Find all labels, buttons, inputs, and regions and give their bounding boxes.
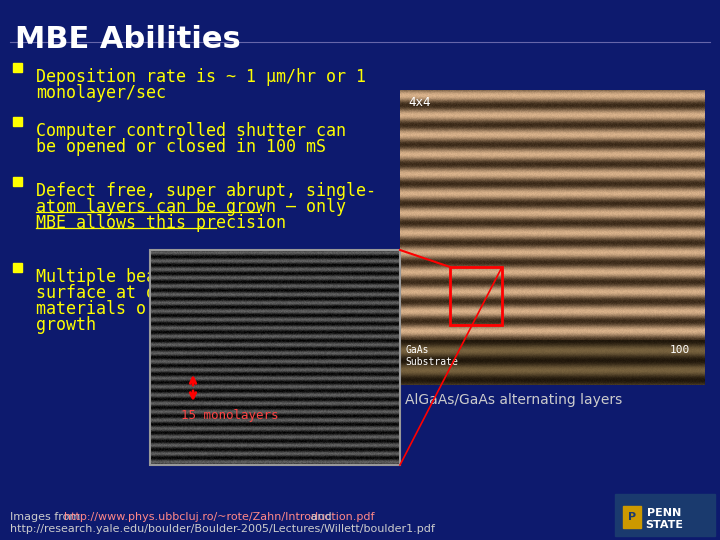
- Bar: [13, 117, 22, 126]
- Bar: [450, 267, 502, 325]
- Text: atom layers can be grown – only: atom layers can be grown – only: [36, 198, 346, 216]
- Text: P: P: [628, 512, 636, 522]
- Text: Images from: Images from: [10, 512, 84, 522]
- Text: Deposition rate is ~ 1 μm/hr or 1: Deposition rate is ~ 1 μm/hr or 1: [36, 68, 366, 86]
- Text: 4x4: 4x4: [408, 96, 431, 109]
- Text: http://www.phys.ubbcluj.ro/~rote/Zahn/Introduction.pdf: http://www.phys.ubbcluj.ro/~rote/Zahn/In…: [64, 512, 374, 522]
- Bar: [13, 177, 22, 186]
- Text: monolayer/sec: monolayer/sec: [36, 84, 166, 102]
- Text: AlGaAs/GaAs alternating layers: AlGaAs/GaAs alternating layers: [405, 393, 622, 407]
- Bar: [13, 63, 22, 72]
- Bar: [150, 250, 400, 465]
- Text: be opened or closed in 100 mS: be opened or closed in 100 mS: [36, 138, 326, 156]
- Text: materials or dope a layer during: materials or dope a layer during: [36, 300, 356, 318]
- Bar: [623, 506, 641, 528]
- Text: MBE Abilities: MBE Abilities: [15, 25, 240, 54]
- Text: GaAs
Substrate: GaAs Substrate: [405, 345, 458, 367]
- Text: MBE allows this precision: MBE allows this precision: [36, 214, 286, 232]
- Text: Defect free, super abrupt, single-: Defect free, super abrupt, single-: [36, 182, 376, 200]
- Text: growth: growth: [36, 316, 96, 334]
- Bar: [615, 494, 715, 536]
- Text: 15 monolayers: 15 monolayers: [181, 409, 279, 422]
- Text: http://research.yale.edu/boulder/Boulder-2005/Lectures/Willett/boulder1.pdf: http://research.yale.edu/boulder/Boulder…: [10, 524, 435, 534]
- Bar: [13, 263, 22, 272]
- Text: Computer controlled shutter can: Computer controlled shutter can: [36, 122, 346, 140]
- Text: and: and: [307, 512, 332, 522]
- Text: PENN: PENN: [647, 508, 681, 518]
- Text: Multiple beams can impinge the: Multiple beams can impinge the: [36, 268, 336, 286]
- Text: surface at once to create III-V: surface at once to create III-V: [36, 284, 346, 302]
- Text: 100: 100: [670, 345, 690, 355]
- Text: STATE: STATE: [645, 520, 683, 530]
